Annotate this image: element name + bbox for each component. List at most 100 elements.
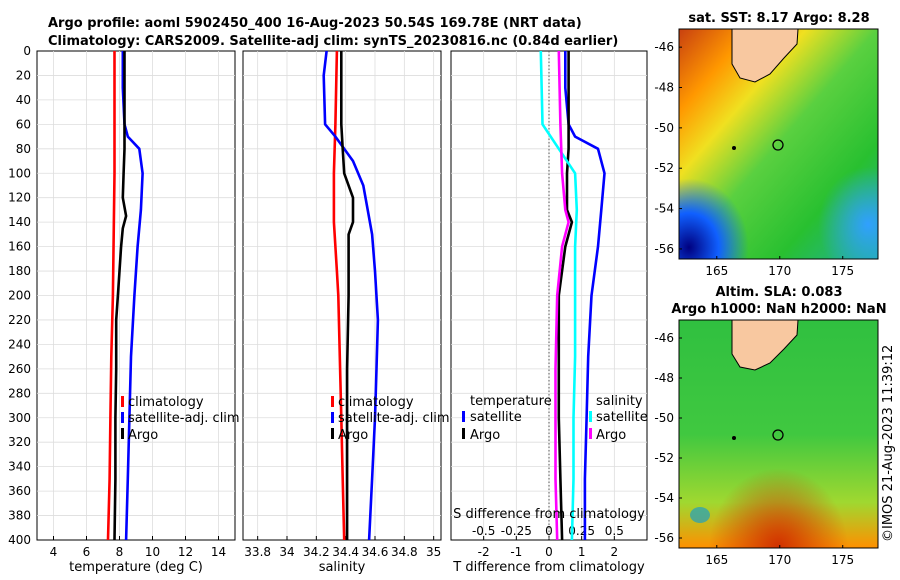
difference-legend-temperature: temperature satellite Argo bbox=[462, 394, 552, 443]
legend-marker-s-argo bbox=[589, 428, 592, 439]
sla-lon-tick-labels: 165 170 175 bbox=[705, 545, 854, 567]
salinity-legend: climatology satellite-adj. clim Argo bbox=[331, 395, 450, 443]
depth-tick-label: 160 bbox=[8, 240, 31, 254]
temperature-grid bbox=[37, 51, 235, 540]
s-diff-tick-label: 0.25 bbox=[568, 524, 595, 538]
depth-tick-label: 320 bbox=[8, 435, 31, 449]
sla-map-subtitle: Argo h1000: NaN h2000: NaN bbox=[671, 302, 886, 317]
s-diff-tick-label: -0.5 bbox=[472, 524, 495, 538]
x-tick-label: 33.8 bbox=[244, 545, 271, 559]
temperature-tick-labels: 4 6 8 10 12 14 bbox=[50, 545, 226, 559]
legend-marker-satellite bbox=[331, 412, 334, 423]
s-diff-tick-label: 0 bbox=[545, 524, 553, 538]
lat-tick-label: -56 bbox=[654, 242, 674, 256]
legend-label-t-satellite: satellite bbox=[470, 410, 522, 425]
s-difference-xlabel: S difference from climatology bbox=[453, 507, 645, 522]
series-line-argo bbox=[113, 51, 128, 541]
argo-position-marker bbox=[772, 429, 784, 441]
legend-title-salinity: salinity bbox=[596, 394, 643, 409]
legend-label-s-argo: Argo bbox=[596, 428, 626, 443]
legend-label-climatology: climatology bbox=[128, 395, 204, 410]
depth-tick-label: 400 bbox=[8, 533, 31, 547]
lat-tick-label: -50 bbox=[654, 121, 674, 135]
lat-tick-label: -54 bbox=[654, 491, 674, 505]
depth-tick-label: 200 bbox=[8, 289, 31, 303]
figure-title-line1: Argo profile: aoml 5902450_400 16-Aug-20… bbox=[48, 16, 582, 31]
salinity-tick-labels: 33.8 34 34.2 34.4 34.6 34.8 35 bbox=[244, 545, 441, 559]
series-line-climatology bbox=[106, 51, 116, 541]
series-line-climatology bbox=[332, 50, 346, 541]
lon-tick-label: 170 bbox=[768, 264, 791, 278]
series-line-s-satellite bbox=[539, 50, 579, 541]
sla-map-title: Altim. SLA: 0.083 bbox=[716, 285, 843, 300]
lat-tick-label: -54 bbox=[654, 202, 674, 216]
legend-title-temperature: temperature bbox=[470, 394, 552, 409]
x-tick-label: 34.4 bbox=[332, 545, 359, 559]
legend-label-argo: Argo bbox=[338, 428, 368, 443]
x-tick-label: 34.2 bbox=[303, 545, 330, 559]
x-tick-label: 14 bbox=[211, 545, 226, 559]
x-tick-label: 8 bbox=[116, 545, 124, 559]
sst-lon-tick-labels: 165 170 175 bbox=[705, 256, 854, 278]
difference-grid bbox=[451, 51, 647, 540]
sla-high-region bbox=[679, 320, 878, 548]
difference-panel: -2 -1 0 1 2 -0.5 -0.25 0 0.25 0.5 S difference f… bbox=[450, 50, 648, 575]
legend-label-satellite: satellite-adj. clim bbox=[128, 411, 240, 426]
x-tick-label: 12 bbox=[178, 545, 193, 559]
x-tick-label: 10 bbox=[145, 545, 160, 559]
legend-label-argo: Argo bbox=[128, 428, 158, 443]
legend-marker-climatology bbox=[121, 396, 124, 407]
t-difference-xlabel: T difference from climatology bbox=[452, 560, 645, 575]
s-difference-tick-labels: -0.5 -0.25 0 0.25 0.5 bbox=[472, 524, 624, 538]
new-zealand-land bbox=[731, 320, 799, 371]
temperature-panel: 0 20 40 60 80 100 120 140 160 180 200 220 240 260 280 3… bbox=[8, 44, 240, 575]
x-tick-label: 1 bbox=[578, 545, 586, 559]
lat-tick-label: -52 bbox=[654, 451, 674, 465]
x-tick-label: 34.8 bbox=[391, 545, 418, 559]
legend-marker-s-satellite bbox=[589, 411, 592, 422]
new-zealand-land bbox=[731, 29, 799, 83]
depth-tick-label: 380 bbox=[8, 509, 31, 523]
salinity-grid bbox=[243, 51, 441, 540]
salinity-series bbox=[322, 50, 380, 541]
t-difference-tick-labels: -2 -1 0 1 2 bbox=[478, 545, 618, 559]
x-tick-label: 34 bbox=[279, 545, 294, 559]
x-tick-label: 2 bbox=[611, 545, 619, 559]
x-tick-label: 0 bbox=[545, 545, 553, 559]
series-line-s-argo bbox=[554, 50, 570, 541]
legend-marker-satellite bbox=[121, 412, 124, 423]
depth-tick-label: 0 bbox=[23, 44, 31, 58]
legend-label-satellite: satellite-adj. clim bbox=[338, 411, 450, 426]
depth-tick-label: 260 bbox=[8, 362, 31, 376]
salinity-xlabel: salinity bbox=[319, 560, 366, 575]
lon-tick-label: 165 bbox=[705, 553, 728, 567]
x-tick-label: 34.6 bbox=[362, 545, 389, 559]
x-tick-label: 4 bbox=[50, 545, 58, 559]
depth-tick-label: 180 bbox=[8, 264, 31, 278]
s-diff-tick-label: 0.5 bbox=[605, 524, 624, 538]
legend-marker-climatology bbox=[331, 396, 334, 407]
legend-label-s-satellite: satellite bbox=[596, 410, 648, 425]
x-tick-label: 6 bbox=[83, 545, 91, 559]
temperature-series bbox=[106, 51, 144, 541]
legend-marker-t-argo bbox=[462, 428, 465, 439]
series-line-argo bbox=[339, 51, 355, 540]
lat-tick-label: -46 bbox=[654, 40, 674, 54]
legend-label-climatology: climatology bbox=[338, 395, 414, 410]
salinity-panel: 33.8 34 34.2 34.4 34.6 34.8 35 salinity climat… bbox=[242, 50, 450, 575]
depth-tick-label: 220 bbox=[8, 313, 31, 327]
depth-tick-label: 300 bbox=[8, 411, 31, 425]
legend-label-t-argo: Argo bbox=[470, 428, 500, 443]
legend-marker-argo bbox=[331, 428, 334, 439]
argo-position-marker bbox=[772, 139, 784, 151]
s-diff-tick-label: -0.25 bbox=[501, 524, 532, 538]
legend-marker-argo bbox=[121, 428, 124, 439]
series-line-satellite-adj-clim bbox=[322, 50, 380, 541]
lon-tick-label: 175 bbox=[831, 264, 854, 278]
depth-tick-labels: 0 20 40 60 80 100 120 140 160 180 200 220 240 260 280 3… bbox=[8, 44, 31, 547]
lon-tick-label: 170 bbox=[768, 553, 791, 567]
depth-tick-label: 240 bbox=[8, 337, 31, 351]
sst-map-frame bbox=[678, 28, 879, 260]
lat-tick-label: -50 bbox=[654, 411, 674, 425]
